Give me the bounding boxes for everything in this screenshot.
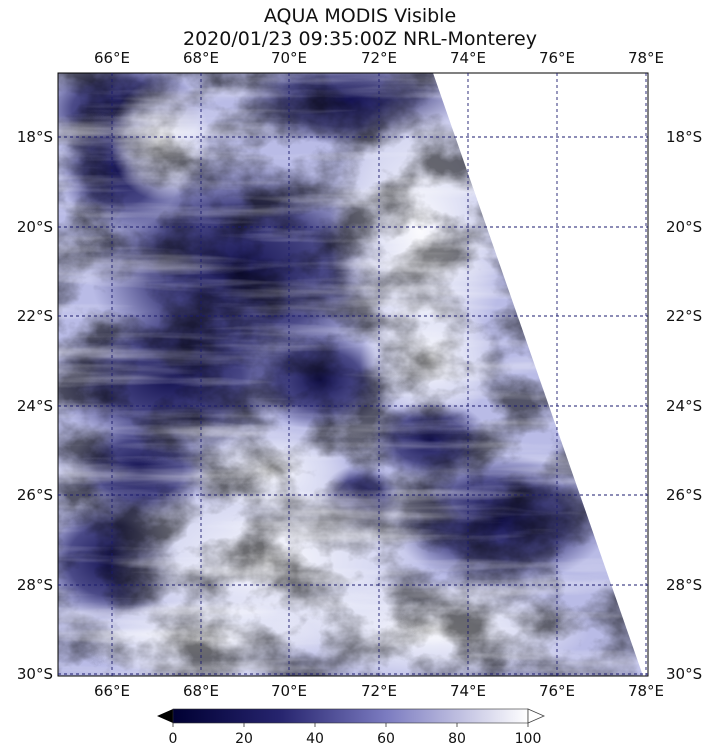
colorbar-tick-label: 60 xyxy=(377,731,395,747)
lat-labels-right: 18°S 20°S 22°S 24°S 26°S 28°S 30°S xyxy=(666,128,702,683)
lon-label-top: 76°E xyxy=(539,49,575,67)
colorbar-gradient xyxy=(172,708,529,724)
lon-label-top: 74°E xyxy=(450,49,486,67)
colorbar-tick-label: 20 xyxy=(235,731,253,747)
lat-label-right: 26°S xyxy=(666,486,702,504)
image-title-line2: 2020/01/23 09:35:00Z NRL-Monterey xyxy=(183,28,537,50)
lon-label-bottom: 72°E xyxy=(361,682,397,700)
lon-label-top: 72°E xyxy=(361,49,397,67)
lon-label-bottom: 74°E xyxy=(450,682,486,700)
colorbar-high-arrow xyxy=(527,708,545,724)
lat-label-right: 28°S xyxy=(666,576,702,594)
lat-labels-left: 18°S 20°S 22°S 24°S 26°S 28°S 30°S xyxy=(17,128,53,683)
lon-label-bottom: 70°E xyxy=(271,682,307,700)
lon-label-top: 78°E xyxy=(628,49,664,67)
lat-label-right: 24°S xyxy=(666,397,702,415)
lon-label-top: 66°E xyxy=(94,49,130,67)
lat-label-right: 22°S xyxy=(666,307,702,325)
lon-labels-bottom: 66°E 68°E 70°E 72°E 74°E 76°E 78°E xyxy=(94,682,664,700)
lat-label-left: 24°S xyxy=(17,397,53,415)
colorbar-tick-label: 40 xyxy=(306,731,324,747)
lat-label-left: 20°S xyxy=(17,218,53,236)
lat-label-right: 18°S xyxy=(666,128,702,146)
lat-label-right: 20°S xyxy=(666,218,702,236)
lat-label-left: 18°S xyxy=(17,128,53,146)
colorbar-low-arrow xyxy=(157,709,173,723)
graticule xyxy=(58,73,648,676)
colorbar-tick-label: 100 xyxy=(515,731,542,747)
lon-label-top: 68°E xyxy=(183,49,219,67)
lat-label-left: 26°S xyxy=(17,486,53,504)
colorbar: 0 20 40 60 80 100 xyxy=(157,708,545,747)
lat-label-left: 28°S xyxy=(17,576,53,594)
lon-label-top: 70°E xyxy=(271,49,307,67)
lon-label-bottom: 68°E xyxy=(183,682,219,700)
image-title-line1: AQUA MODIS Visible xyxy=(263,5,457,27)
lon-label-bottom: 76°E xyxy=(539,682,575,700)
lat-label-left: 30°S xyxy=(17,665,53,683)
colorbar-tick-label: 80 xyxy=(448,731,466,747)
lon-label-bottom: 66°E xyxy=(94,682,130,700)
map-frame xyxy=(57,72,649,677)
lon-label-bottom: 78°E xyxy=(628,682,664,700)
lon-labels-top: 66°E 68°E 70°E 72°E 74°E 76°E 78°E xyxy=(94,49,664,67)
lat-label-right: 30°S xyxy=(666,665,702,683)
colorbar-tick-label: 0 xyxy=(169,731,178,747)
lat-label-left: 22°S xyxy=(17,307,53,325)
